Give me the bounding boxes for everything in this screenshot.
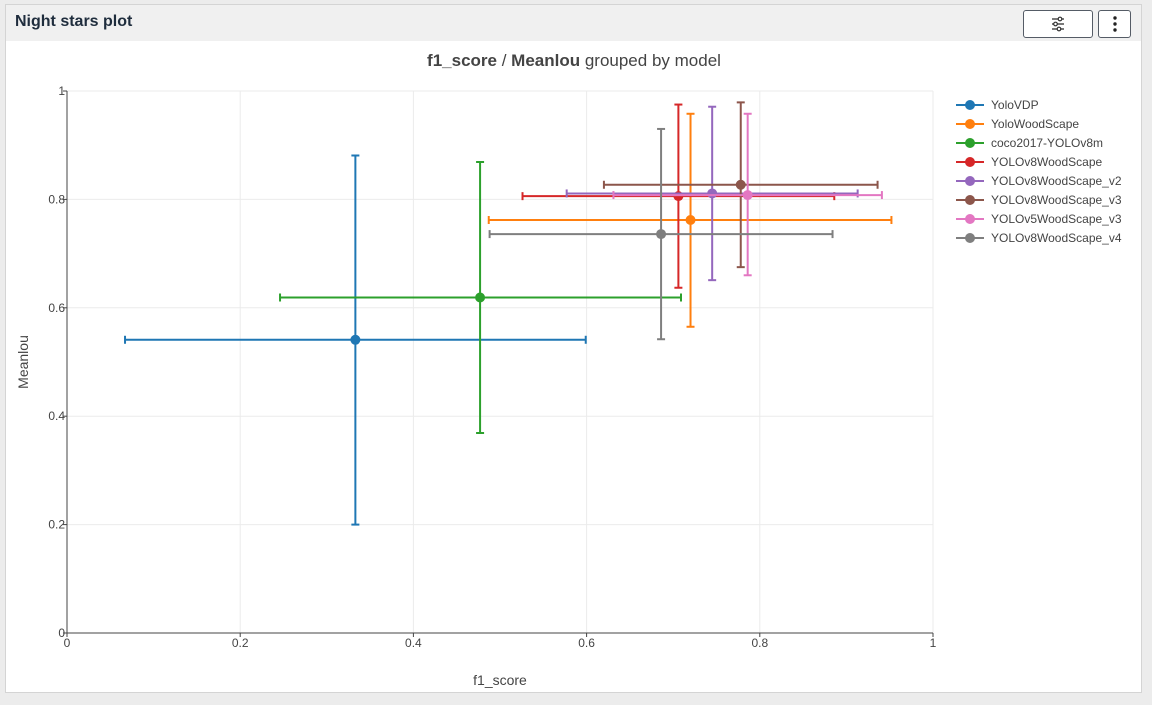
y-tick-label: 0 bbox=[58, 626, 65, 640]
legend-item-6: YOLOv5WoodScape_v3 bbox=[956, 212, 1122, 226]
y-tick-label: 0.2 bbox=[48, 518, 65, 532]
series-6 bbox=[612, 112, 883, 277]
legend-item-2: coco2017-YOLOv8m bbox=[956, 136, 1103, 150]
chart-title: f1_score / Meanlou grouped by model bbox=[427, 51, 721, 70]
data-point bbox=[475, 292, 486, 303]
legend-marker bbox=[965, 195, 975, 205]
legend-marker bbox=[965, 100, 975, 110]
legend-item-4: YOLOv8WoodScape_v2 bbox=[956, 174, 1122, 188]
chart-title-x-metric: f1_score bbox=[427, 51, 497, 70]
series-5 bbox=[602, 101, 879, 269]
data-point bbox=[350, 334, 361, 345]
legend-item-7: YOLOv8WoodScape_v4 bbox=[956, 231, 1122, 245]
legend-marker bbox=[965, 119, 975, 129]
chart-title-y-metric: Meanlou bbox=[511, 51, 580, 70]
data-point bbox=[735, 179, 746, 190]
legend-marker bbox=[965, 176, 975, 186]
x-axis-label: f1_score bbox=[473, 672, 527, 688]
legend-label: YoloVDP bbox=[991, 98, 1039, 112]
legend-label: coco2017-YOLOv8m bbox=[991, 136, 1103, 150]
more-options-button[interactable] bbox=[1098, 10, 1131, 38]
series-1 bbox=[487, 112, 893, 328]
chart-settings-button[interactable] bbox=[1023, 10, 1093, 38]
x-tick-label: 0.8 bbox=[751, 636, 768, 650]
legend: YoloVDP YoloWoodScape coco2017-YOLOv8m YOLO… bbox=[956, 98, 1122, 245]
legend-marker bbox=[965, 157, 975, 167]
grid-layer bbox=[67, 90, 934, 633]
legend-marker bbox=[965, 214, 975, 224]
y-tick-label: 1 bbox=[58, 84, 65, 98]
sliders-icon bbox=[1052, 16, 1064, 32]
legend-label: YoloWoodScape bbox=[991, 117, 1079, 131]
data-point bbox=[685, 214, 696, 225]
x-tick-label: 0.2 bbox=[232, 636, 249, 650]
series-7 bbox=[488, 127, 834, 341]
series-0 bbox=[124, 154, 587, 526]
x-tick-label: 0.6 bbox=[578, 636, 595, 650]
legend-label: YOLOv8WoodScape_v2 bbox=[991, 174, 1122, 188]
legend-label: YOLOv8WoodScape_v4 bbox=[991, 231, 1122, 245]
chart-svg: f1_score / Meanlou grouped by model 0 0.2… bbox=[15, 51, 1122, 688]
panel-title: Night stars plot bbox=[15, 13, 133, 30]
x-tick-label: 0 bbox=[64, 636, 71, 650]
legend-label: YOLOv8WoodScape_v3 bbox=[991, 193, 1122, 207]
axes-layer: 0 0.2 0.4 0.6 0.8 1 0 0.2 0.4 0.6 0.8 1 bbox=[48, 84, 936, 650]
legend-item-3: YOLOv8WoodScape bbox=[956, 155, 1103, 169]
x-tick-label: 1 bbox=[930, 636, 937, 650]
series-3 bbox=[521, 103, 836, 289]
legend-item-1: YoloWoodScape bbox=[956, 117, 1079, 131]
legend-label: YOLOv8WoodScape bbox=[991, 155, 1103, 169]
legend-item-5: YOLOv8WoodScape_v3 bbox=[956, 193, 1122, 207]
x-tick-label: 0.4 bbox=[405, 636, 422, 650]
data-point bbox=[707, 188, 718, 199]
y-tick-label: 0.4 bbox=[48, 409, 65, 423]
chart-title-separator: / bbox=[497, 51, 511, 70]
y-tick-label: 0.6 bbox=[48, 301, 65, 315]
legend-marker bbox=[965, 233, 975, 243]
series-4 bbox=[565, 105, 859, 282]
series-2 bbox=[279, 161, 682, 435]
data-point bbox=[656, 229, 667, 240]
chart-title-suffix: grouped by model bbox=[580, 51, 721, 70]
legend-label: YOLOv5WoodScape_v3 bbox=[991, 212, 1122, 226]
panel-header: Night stars plot bbox=[6, 5, 1141, 41]
chart-panel: Night stars plot f1_score / Meanlou grou… bbox=[5, 4, 1142, 693]
vertical-ellipsis-icon bbox=[1112, 16, 1117, 32]
y-tick-label: 0.8 bbox=[48, 192, 65, 206]
legend-item-0: YoloVDP bbox=[956, 98, 1039, 112]
y-axis-label: Meanlou bbox=[15, 335, 31, 389]
series-layer bbox=[124, 101, 893, 526]
legend-marker bbox=[965, 138, 975, 148]
data-point bbox=[742, 190, 753, 201]
